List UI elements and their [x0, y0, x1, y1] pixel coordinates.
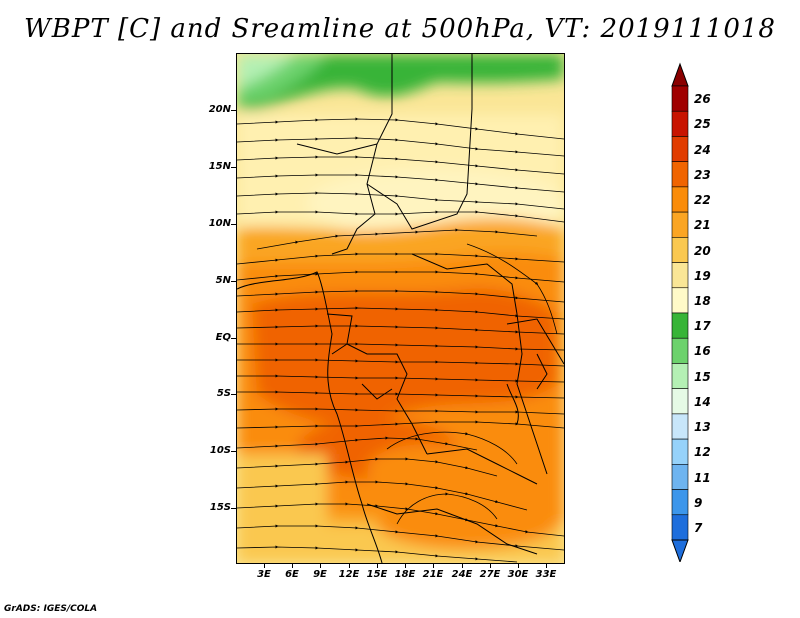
colorbar-segment	[671, 438, 689, 465]
lon-tick	[490, 563, 491, 568]
lon-tick	[433, 563, 434, 568]
lat-label-15s: 15S	[209, 502, 231, 513]
colorbar-label: 18	[694, 294, 711, 308]
lat-tick	[231, 224, 236, 225]
colorbar-label: 19	[694, 268, 711, 283]
colorbar-segment	[671, 337, 689, 364]
credit-text: GrADS: IGES/COLA	[4, 604, 98, 614]
colorbar-label: 15	[694, 369, 711, 384]
colorbar-segment	[671, 186, 689, 213]
map-panel	[236, 53, 565, 564]
lon-label-24e: 24E	[451, 569, 473, 580]
wbpt-field	[237, 54, 564, 563]
lon-tick	[349, 563, 350, 568]
colorbar-scale	[671, 62, 689, 562]
lon-tick	[292, 563, 293, 568]
colorbar-bottom-arrow	[671, 539, 689, 562]
colorbar-label: 17	[694, 319, 711, 334]
colorbar-segment	[671, 489, 689, 516]
lon-label-6e: 6E	[285, 569, 299, 580]
colorbar-segment	[671, 262, 689, 289]
colorbar-label: 12	[694, 445, 711, 460]
colorbar-segment	[671, 514, 689, 541]
colorbar-segment	[671, 413, 689, 440]
lat-tick	[231, 451, 236, 452]
colorbar-label: 22	[694, 193, 711, 208]
lat-label-10s: 10S	[209, 445, 231, 456]
lat-label-eq: EQ	[215, 332, 231, 343]
colorbar-label: 20	[694, 243, 711, 258]
colorbar-segment	[671, 237, 689, 263]
colorbar-label: 7	[694, 521, 703, 535]
lat-tick	[231, 167, 236, 168]
lon-tick	[264, 563, 265, 568]
lat-label-15n: 15N	[208, 161, 231, 172]
colorbar-segment	[671, 136, 689, 162]
lat-tick	[231, 110, 236, 111]
lon-tick	[546, 563, 547, 568]
colorbar-segment	[671, 85, 689, 112]
lon-tick	[518, 563, 519, 568]
lon-label-30e: 30E	[507, 569, 529, 580]
lon-tick	[462, 563, 463, 568]
lat-tick	[231, 508, 236, 509]
lon-tick	[377, 563, 378, 568]
colorbar-label: 24	[694, 142, 711, 157]
lat-tick	[231, 394, 236, 395]
colorbar-top-arrow	[671, 62, 689, 87]
lon-label-9e: 9E	[313, 569, 327, 580]
colorbar-label: 14	[694, 394, 711, 409]
colorbar-label: 9	[694, 495, 703, 510]
lon-label-3e: 3E	[257, 569, 271, 580]
lon-label-12e: 12E	[338, 569, 360, 580]
colorbar-label: 11	[694, 470, 711, 485]
lon-tick	[405, 563, 406, 568]
chart-title: WBPT [C] and Sreamline at 500hPa, VT: 20…	[24, 14, 776, 44]
colorbar-segment	[671, 464, 689, 490]
lon-label-18e: 18E	[394, 569, 416, 580]
lon-label-27e: 27E	[479, 569, 501, 580]
lat-label-20n: 20N	[208, 104, 231, 115]
lon-tick	[320, 563, 321, 568]
colorbar-segment	[671, 110, 689, 137]
lon-label-15e: 15E	[366, 569, 388, 580]
lat-tick	[231, 338, 236, 339]
colorbar-segment	[671, 161, 689, 188]
colorbar-label: 23	[694, 167, 711, 182]
colorbar-label: 25	[694, 117, 711, 132]
colorbar-segment	[671, 363, 689, 389]
colorbar-segment	[671, 312, 689, 339]
lon-label-33e: 33E	[535, 569, 557, 580]
colorbar-label: 26	[694, 92, 711, 107]
colorbar-segment	[671, 388, 689, 415]
lat-label-5n: 5N	[215, 275, 231, 286]
colorbar-segment	[671, 287, 689, 314]
colorbar-segment	[671, 211, 689, 238]
lat-tick	[231, 281, 236, 282]
colorbar-label: 16	[694, 344, 711, 359]
colorbar-label: 21	[694, 218, 711, 233]
lat-label-5s: 5S	[216, 388, 231, 399]
lat-label-10n: 10N	[208, 218, 231, 229]
colorbar-label: 13	[694, 420, 711, 435]
lon-label-21e: 21E	[422, 569, 444, 580]
